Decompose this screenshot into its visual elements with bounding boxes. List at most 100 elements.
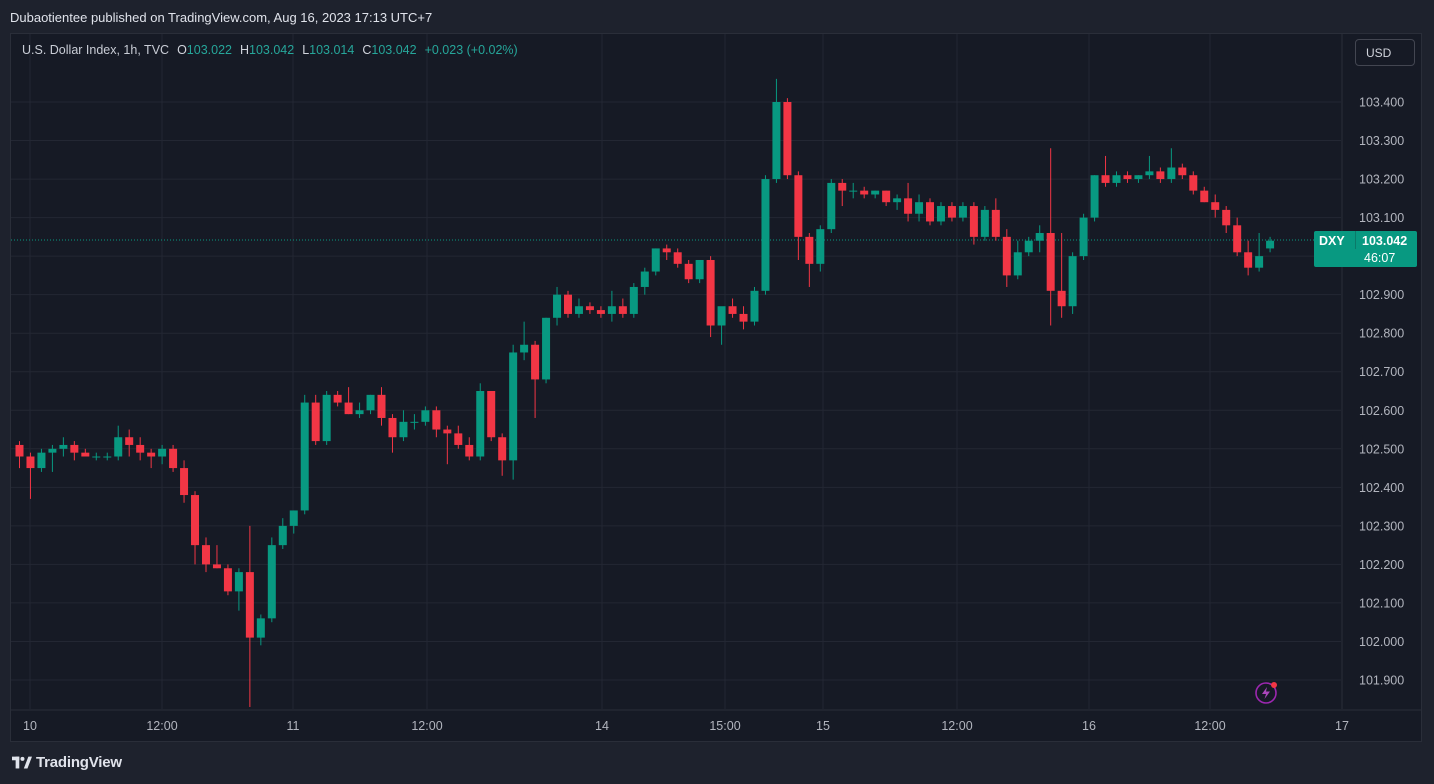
candle [969, 202, 978, 245]
candle [1222, 206, 1231, 234]
tag-divider [1355, 231, 1356, 249]
candle [1068, 252, 1077, 314]
tag-price: 103.042 [1362, 234, 1408, 248]
candle-body [333, 394, 342, 403]
candle [201, 537, 210, 573]
lightning-icon[interactable] [1254, 681, 1278, 705]
candle [509, 344, 518, 480]
x-tick-label: 15 [816, 719, 830, 733]
y-tick-label: 101.900 [1359, 674, 1404, 688]
y-tick-label: 102.400 [1359, 481, 1404, 495]
candle [728, 298, 737, 318]
tradingview-logo[interactable]: TradingView [12, 754, 122, 771]
candle [585, 302, 594, 314]
candle [882, 190, 891, 207]
candle [421, 406, 430, 426]
candle-body [366, 394, 375, 411]
candle [1200, 186, 1209, 203]
candle-body [1123, 175, 1132, 180]
candle [465, 437, 474, 461]
candle [1057, 233, 1066, 318]
candle [739, 306, 748, 330]
candle [1167, 148, 1176, 183]
candle-body [860, 190, 869, 195]
candle [783, 98, 792, 180]
candle-body [15, 444, 24, 457]
candle-body [1035, 233, 1044, 241]
currency-button[interactable]: USD [1355, 39, 1415, 66]
candle [1079, 213, 1088, 260]
candle [926, 198, 935, 226]
x-tick-label: 17 [1335, 719, 1349, 733]
candle [695, 259, 704, 284]
candle [991, 198, 1000, 241]
candle [915, 194, 924, 222]
high-label: H [239, 43, 250, 57]
candle [1123, 171, 1132, 183]
candle-body [673, 252, 682, 264]
candle [311, 394, 320, 445]
candle [443, 425, 452, 465]
tag-countdown: 46:07 [1364, 251, 1396, 265]
candle-body [1233, 225, 1242, 253]
last-price-tag: DXY 103.042 46:07 [1314, 231, 1417, 267]
tradingview-logo-icon [12, 756, 32, 768]
change-value: +0.023 (+0.02%) [424, 43, 518, 57]
candle-body [991, 209, 1000, 237]
candle-body [278, 525, 287, 546]
candle-body [114, 437, 123, 457]
candle-body [936, 206, 945, 222]
x-tick-label: 15:00 [709, 719, 740, 733]
candle-body [958, 206, 967, 218]
candle [333, 391, 342, 407]
candle-body [794, 175, 803, 237]
candle-body [629, 286, 638, 314]
candle [245, 525, 254, 707]
chart-grid [11, 34, 1421, 711]
candle-body [300, 402, 309, 511]
close-label: C [362, 43, 372, 57]
candle-body [136, 444, 145, 453]
candles [15, 78, 1275, 707]
candle [278, 518, 287, 549]
candle [794, 171, 803, 260]
candle [300, 394, 309, 515]
candle-body [684, 263, 693, 280]
candle-body [1189, 175, 1198, 191]
y-tick-label: 102.900 [1359, 288, 1404, 302]
candle-body [234, 572, 243, 592]
y-tick-label: 102.700 [1359, 365, 1404, 379]
candle [542, 317, 551, 384]
candle [750, 286, 759, 326]
candle [388, 414, 397, 453]
candle [223, 564, 232, 596]
candle-body [772, 102, 781, 180]
candle [662, 244, 671, 260]
candle-body [1222, 209, 1231, 226]
chart-frame[interactable] [10, 33, 1422, 742]
candle [92, 452, 101, 461]
candle [1156, 167, 1165, 183]
candle-body [1057, 290, 1066, 307]
candle-body [1167, 167, 1176, 180]
candle-body [180, 468, 189, 496]
candle [399, 410, 408, 442]
y-tick-label: 102.800 [1359, 327, 1404, 341]
candle [322, 391, 331, 445]
y-tick-label: 102.100 [1359, 596, 1404, 610]
candle-body [607, 306, 616, 314]
candle-body [1266, 240, 1275, 249]
candle [1145, 155, 1154, 180]
candle-body [432, 410, 441, 430]
candle-body [454, 433, 463, 445]
candle [816, 225, 825, 272]
candle [344, 387, 353, 415]
candle-body [201, 545, 210, 565]
candle [553, 286, 562, 326]
candle [169, 444, 178, 472]
candle-body [245, 572, 254, 638]
x-tick-label: 12:00 [941, 719, 972, 733]
candle [59, 437, 68, 457]
candle [1233, 217, 1242, 257]
